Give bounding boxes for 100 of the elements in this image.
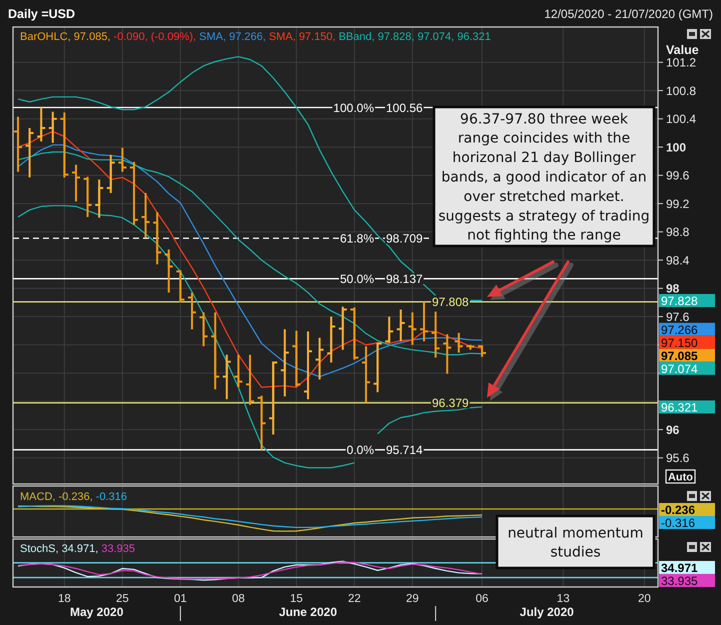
x-tick-label: 25 xyxy=(116,593,129,605)
candlestick xyxy=(24,127,35,178)
text: July 2020 xyxy=(520,605,574,619)
candlestick xyxy=(94,178,104,219)
callout-box: neutral momentum studies xyxy=(496,514,656,570)
annotation: SMA, 97.266, xyxy=(196,31,266,43)
x-tick-label: 29 xyxy=(406,593,419,605)
candlestick xyxy=(442,333,452,375)
candlestick xyxy=(349,306,360,361)
button: Auto xyxy=(665,469,696,484)
candlestick xyxy=(106,154,116,194)
candlestick xyxy=(477,344,487,358)
candlestick xyxy=(396,308,406,342)
text: -0.316 xyxy=(661,516,696,530)
candlestick xyxy=(280,328,290,398)
text: 97.150 xyxy=(661,336,698,350)
text: 97.074 xyxy=(661,362,698,376)
text: 97.828 xyxy=(661,294,698,308)
ref-line-label: 96.379 xyxy=(432,396,470,410)
candlestick xyxy=(175,270,186,304)
y-tick-label: 100.8 xyxy=(666,84,696,98)
candlestick xyxy=(245,354,255,406)
text: 96.321 xyxy=(661,400,698,414)
ref-line-label: 97.808 xyxy=(432,295,470,310)
text: May 2020 xyxy=(70,605,124,619)
candlestick xyxy=(314,336,325,380)
candlestick xyxy=(13,116,23,173)
chart-subtitle: 12/05/2020 - 21/07/2020 (GMT) xyxy=(544,7,713,21)
x-tick-label: 20 xyxy=(638,593,651,605)
text: 97.085 xyxy=(661,348,698,363)
ref-line-label: 98.137 xyxy=(386,272,424,286)
y-tick-label: 97.6 xyxy=(666,310,690,324)
candlestick xyxy=(59,111,70,178)
text: 33.935 xyxy=(661,574,698,588)
candlestick xyxy=(430,310,441,359)
candlestick xyxy=(233,354,244,388)
candlestick xyxy=(384,316,394,344)
annotation: BBand, 97.828, 97.074, 96.321 xyxy=(336,31,491,43)
y-tick-label: 100 xyxy=(666,140,686,154)
candlestick xyxy=(82,176,93,218)
y-tick-label: 99.6 xyxy=(666,168,690,183)
candlestick xyxy=(338,306,348,351)
x-tick-label: 08 xyxy=(232,593,245,605)
candlestick xyxy=(222,354,232,400)
candlestick xyxy=(129,160,139,226)
y-axis-title: Value xyxy=(666,43,699,57)
annotation: 61.8% xyxy=(340,232,374,246)
annotation: 50.0% xyxy=(340,272,374,286)
x-tick-label: 22 xyxy=(348,593,361,605)
candlestick xyxy=(326,316,336,364)
candlestick xyxy=(291,330,302,388)
text: 34.971 xyxy=(661,560,698,575)
y-tick-label: 96 xyxy=(666,422,680,437)
annotation: -0.090, (-0.09%), xyxy=(110,31,196,43)
text: 33.935 xyxy=(98,543,135,555)
text: 97.266 xyxy=(661,322,698,337)
candlestick xyxy=(361,345,371,404)
ref-line-label: 95.714 xyxy=(386,443,424,458)
annotation: BarOHLC, 97.085, xyxy=(20,31,110,43)
candlestick xyxy=(303,330,313,400)
candlestick xyxy=(117,146,128,173)
annotation: neutral momentum studies xyxy=(508,525,644,561)
x-tick-label: 06 xyxy=(476,593,488,605)
candlestick xyxy=(140,192,151,238)
x-tick-label: 01 xyxy=(174,593,187,605)
y-tick-label: 99.2 xyxy=(666,196,690,211)
candlestick xyxy=(210,311,220,390)
x-tick-label: 18 xyxy=(58,593,71,605)
y-tick-label: 98.8 xyxy=(666,225,690,240)
text: StochS, 34.971, xyxy=(20,543,98,555)
candlestick xyxy=(164,248,174,294)
callout-box: 96.37-97.80 three week range coincides with the horizonal 21 day Bollinger bands, a good indicator of an over stretched market. suggests a strategy of trading not fighting the range xyxy=(432,106,656,248)
annotation: 100.0% xyxy=(333,100,374,115)
candlestick xyxy=(454,332,464,354)
candlestick xyxy=(36,106,46,142)
candlestick xyxy=(419,300,429,342)
y-tick-label: 98 xyxy=(666,282,680,296)
ref-line-label: 98.709 xyxy=(386,232,424,246)
y-tick-label: 95.6 xyxy=(666,451,690,466)
text: MACD, -0.236, xyxy=(20,491,93,503)
candlestick xyxy=(187,292,197,330)
text: -0.236 xyxy=(661,502,696,517)
chart-title: Daily =USD xyxy=(8,7,76,21)
text: -0.316 xyxy=(92,491,127,503)
x-tick-label: 15 xyxy=(290,593,303,605)
candlestick xyxy=(256,394,267,451)
y-tick-label: 98.4 xyxy=(666,253,690,268)
candlestick xyxy=(48,110,58,144)
ref-line-label: 100.56 xyxy=(386,100,424,115)
y-tick-label: 100.4 xyxy=(666,112,696,126)
candlestick xyxy=(268,360,278,436)
y-tick-label: 101.2 xyxy=(666,56,696,70)
annotation: 0.0% xyxy=(346,443,374,458)
x-tick-label: 13 xyxy=(556,593,570,605)
candlestick xyxy=(407,311,418,346)
candlestick xyxy=(198,311,209,348)
candlestick xyxy=(152,211,162,266)
candlestick xyxy=(372,342,383,394)
candlestick xyxy=(71,164,81,202)
annotation: SMA, 97.150, xyxy=(266,31,336,43)
